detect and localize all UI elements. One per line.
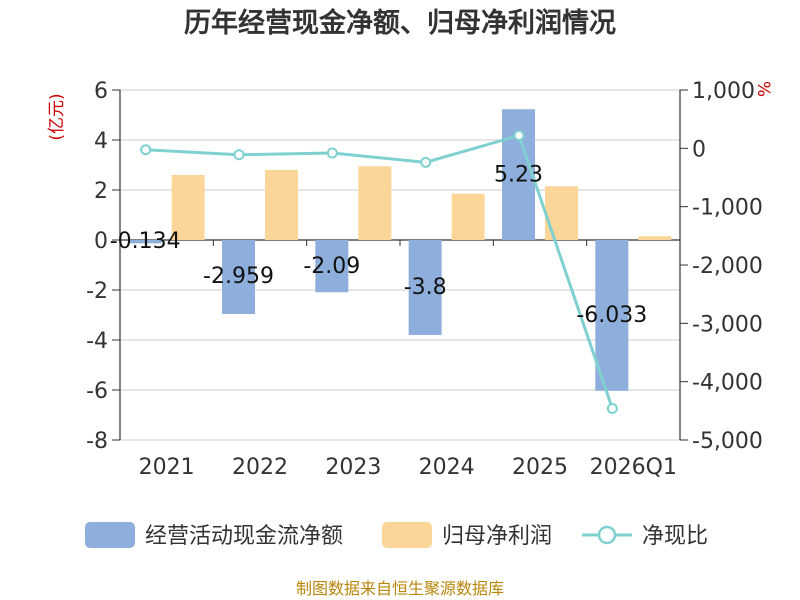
cashflow-data-label: -6.033 (576, 303, 647, 328)
right-axis-unit: % (753, 81, 773, 97)
cashflow-bar (128, 240, 162, 244)
left-tick-label: -2 (86, 279, 108, 304)
ratio-point (513, 130, 525, 141)
category-label: 2025 (512, 455, 568, 480)
left-tick-label: 2 (94, 179, 108, 204)
netprofit-bar (545, 186, 578, 240)
category-label: 2026Q1 (590, 455, 677, 480)
netprofit-bar (171, 175, 205, 240)
right-tick-label: -5,000 (692, 429, 763, 454)
legend-item-netprofit[interactable]: 归母净利润 (382, 522, 552, 549)
ratio-line (140, 130, 618, 414)
category-label: 2021 (139, 455, 195, 480)
netprofit-bar (638, 236, 672, 240)
category-label: 2022 (232, 455, 288, 480)
legend-item-ratio[interactable]: 净现比 (582, 524, 708, 549)
netprofit-bar (451, 193, 485, 240)
right-tick-label: 0 (692, 137, 706, 162)
ratio-point (326, 147, 338, 159)
cashflow-bar (408, 240, 442, 335)
left-axis-unit: (亿元) (47, 93, 67, 140)
cashflow-data-label: -2.959 (203, 264, 274, 289)
cashflow-data-label: -3.8 (404, 275, 447, 300)
right-tick-label: -2,000 (692, 254, 763, 279)
cashflow-bar (315, 240, 349, 293)
legend-item-cashflow[interactable]: 经营活动现金流净额 (85, 522, 343, 549)
right-tick-label: -4,000 (692, 371, 763, 396)
bars (128, 109, 672, 391)
ratio-point (140, 144, 152, 156)
legend-marker-ratio (597, 525, 617, 545)
netprofit-bar (358, 166, 392, 240)
axes (112, 89, 688, 441)
ratio-point (233, 149, 245, 161)
left-tick-label: 0 (94, 229, 108, 254)
category-label: 2024 (419, 455, 475, 480)
legend-label-netprofit: 归母净利润 (442, 524, 552, 549)
data-labels: -0.134 -2.959 -2.09 -3.8 5.23 -6.033 (110, 162, 648, 328)
cashflow-data-label: -2.09 (303, 254, 360, 279)
tick-labels: 6 4 2 0 -2 -4 -6 -8 1,000 0 -1,000 -2,000 -3,000 -4,0… (86, 79, 763, 480)
category-label: 2023 (325, 455, 381, 480)
legend-label-cashflow: 经营活动现金流净额 (145, 524, 343, 549)
right-tick-label: -3,000 (692, 312, 763, 337)
left-tick-label: -8 (86, 429, 108, 454)
legend: 经营活动现金流净额 归母净利润 净现比 (85, 522, 708, 549)
cashflow-data-label: 5.23 (494, 162, 543, 187)
left-tick-label: 6 (94, 79, 108, 104)
cashflow-bar (222, 240, 255, 314)
cashflow-bar (595, 240, 629, 391)
netprofit-bar (265, 170, 298, 240)
ratio-point (420, 156, 432, 168)
right-tick-label: 1,000 (692, 79, 755, 104)
legend-swatch-cashflow (85, 522, 135, 548)
left-tick-label: -6 (86, 379, 108, 404)
left-tick-label: -4 (86, 329, 108, 354)
ratio-point (606, 403, 618, 414)
chart-title: 历年经营现金净额、归母净利润情况 (184, 7, 616, 39)
left-tick-label: 4 (94, 129, 108, 154)
cashflow-data-label: -0.134 (110, 229, 181, 254)
right-tick-label: -1,000 (692, 196, 763, 221)
legend-swatch-netprofit (382, 522, 432, 548)
legend-label-ratio: 净现比 (642, 524, 708, 549)
ratio-polyline (145, 133, 614, 409)
source-note: 制图数据来自恒生聚源数据库 (296, 579, 504, 598)
